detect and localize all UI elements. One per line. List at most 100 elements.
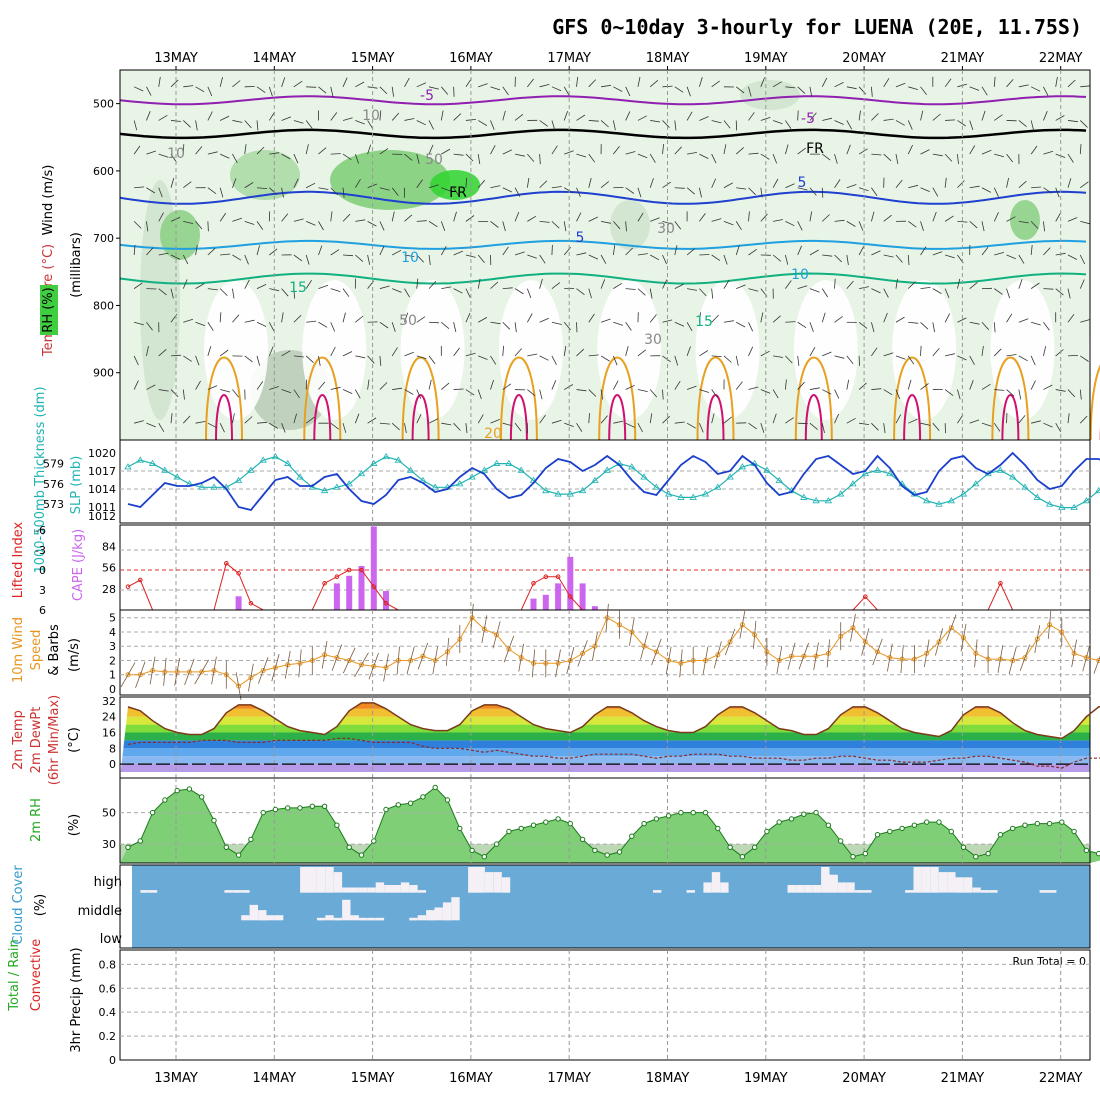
wind-barb <box>588 79 596 88</box>
wind-barb <box>219 423 225 433</box>
wind-barb <box>305 416 315 424</box>
wind-barb <box>1006 254 1016 260</box>
wind-speed-marker <box>371 663 377 669</box>
wind-barb <box>625 288 636 290</box>
wind-barb <box>367 120 374 130</box>
cloud-frame <box>119 864 1091 949</box>
wind-barb <box>920 345 922 356</box>
wind-barb <box>711 80 720 88</box>
freezing-level <box>119 128 1087 140</box>
wind-barb <box>649 413 653 424</box>
rh-marker <box>985 850 991 857</box>
wind-barb <box>760 187 763 198</box>
cloud-high-cell <box>787 885 796 893</box>
rh-marker <box>346 844 352 850</box>
wind-barb <box>637 153 648 159</box>
wind-barb <box>256 381 264 390</box>
wind-barb <box>220 253 231 256</box>
wind-barb <box>920 110 924 121</box>
wind-barb <box>281 350 291 357</box>
wind-barb <box>1006 389 1015 397</box>
rh-marker <box>223 844 230 850</box>
wind-barb <box>772 178 779 188</box>
wind-barb <box>244 355 253 363</box>
wind-barb <box>945 353 955 357</box>
wind-barb <box>637 76 641 87</box>
ylabel-slp: SLP (mb) <box>69 456 84 515</box>
wind-barb <box>539 254 546 264</box>
wind-barb <box>1018 355 1028 362</box>
thickness-marker <box>763 466 771 473</box>
wind-barb <box>490 86 501 91</box>
wind-barb <box>1080 319 1091 323</box>
wind-barb <box>994 153 1005 158</box>
wind-barb <box>748 211 750 222</box>
wind-barb <box>330 187 338 196</box>
wind-barb <box>219 312 222 323</box>
date-label-bottom: 17MAY <box>547 1071 591 1086</box>
wind-barb <box>453 388 464 390</box>
wind-barb <box>920 422 931 426</box>
wind-barb-10m <box>629 618 635 646</box>
wind-barb <box>219 288 228 296</box>
cloud-high-cell <box>938 872 948 893</box>
rh2m-panel: 50 30 2m RH (%) <box>29 777 1100 864</box>
wind-barb <box>846 417 856 424</box>
rh-marker <box>788 816 795 822</box>
wind-barb-10m <box>724 628 736 656</box>
wind-barb <box>773 355 784 358</box>
rh-marker <box>457 825 463 832</box>
wind-barb <box>1043 384 1053 390</box>
wind-barb <box>539 355 549 361</box>
rh-marker <box>616 849 623 855</box>
wind-barb <box>662 415 670 424</box>
wind-barb <box>490 185 501 189</box>
temp-band <box>120 724 1090 733</box>
wind-barb <box>785 417 794 424</box>
wind-barb <box>674 355 679 366</box>
wind-barb <box>613 321 624 326</box>
cloud-high-cell <box>417 890 427 893</box>
wind-barb <box>871 322 875 333</box>
thickness-marker <box>198 483 206 490</box>
precip-tick-label: 0.8 <box>99 958 117 971</box>
wind-barb <box>219 153 230 159</box>
wind-barb <box>244 120 252 129</box>
rh-marker <box>186 786 193 792</box>
rh-marker <box>1010 825 1016 832</box>
cloud-high-cell <box>476 867 485 893</box>
thickness-marker <box>542 486 550 494</box>
wind-barb <box>686 322 693 332</box>
wind-barb <box>244 254 249 265</box>
wind-barb <box>564 422 574 427</box>
rh-marker <box>1046 820 1053 827</box>
wind-barb <box>600 355 610 362</box>
rh-marker <box>358 852 365 858</box>
wind-barb <box>268 86 273 97</box>
rh-marker <box>1083 847 1090 854</box>
wind-barb <box>391 249 402 256</box>
wind-barb <box>219 212 227 222</box>
wind-barb <box>232 314 240 323</box>
wind-barb <box>834 389 840 399</box>
cloud-middle-cell <box>333 917 343 921</box>
wind-barb <box>1030 86 1041 92</box>
wind-barb <box>391 112 400 121</box>
wind-barb <box>207 288 218 291</box>
wind-barb <box>760 389 771 394</box>
cloud-level-label: high <box>94 875 122 890</box>
cloud-high-cell <box>342 887 351 893</box>
wind-barb <box>858 382 867 390</box>
wind-barb <box>932 211 937 222</box>
wind-barb <box>649 288 653 299</box>
rh-marker <box>690 809 696 816</box>
wind-barb <box>625 187 635 194</box>
temp-band-group <box>120 702 1090 772</box>
wind-barb <box>822 351 832 357</box>
wind-barb <box>588 254 599 260</box>
thickness-marker <box>284 459 292 466</box>
wind-barb <box>195 321 206 327</box>
wind-barb-10m <box>974 639 978 668</box>
cloud-high-cell <box>468 867 477 893</box>
rh-marker <box>752 844 758 850</box>
